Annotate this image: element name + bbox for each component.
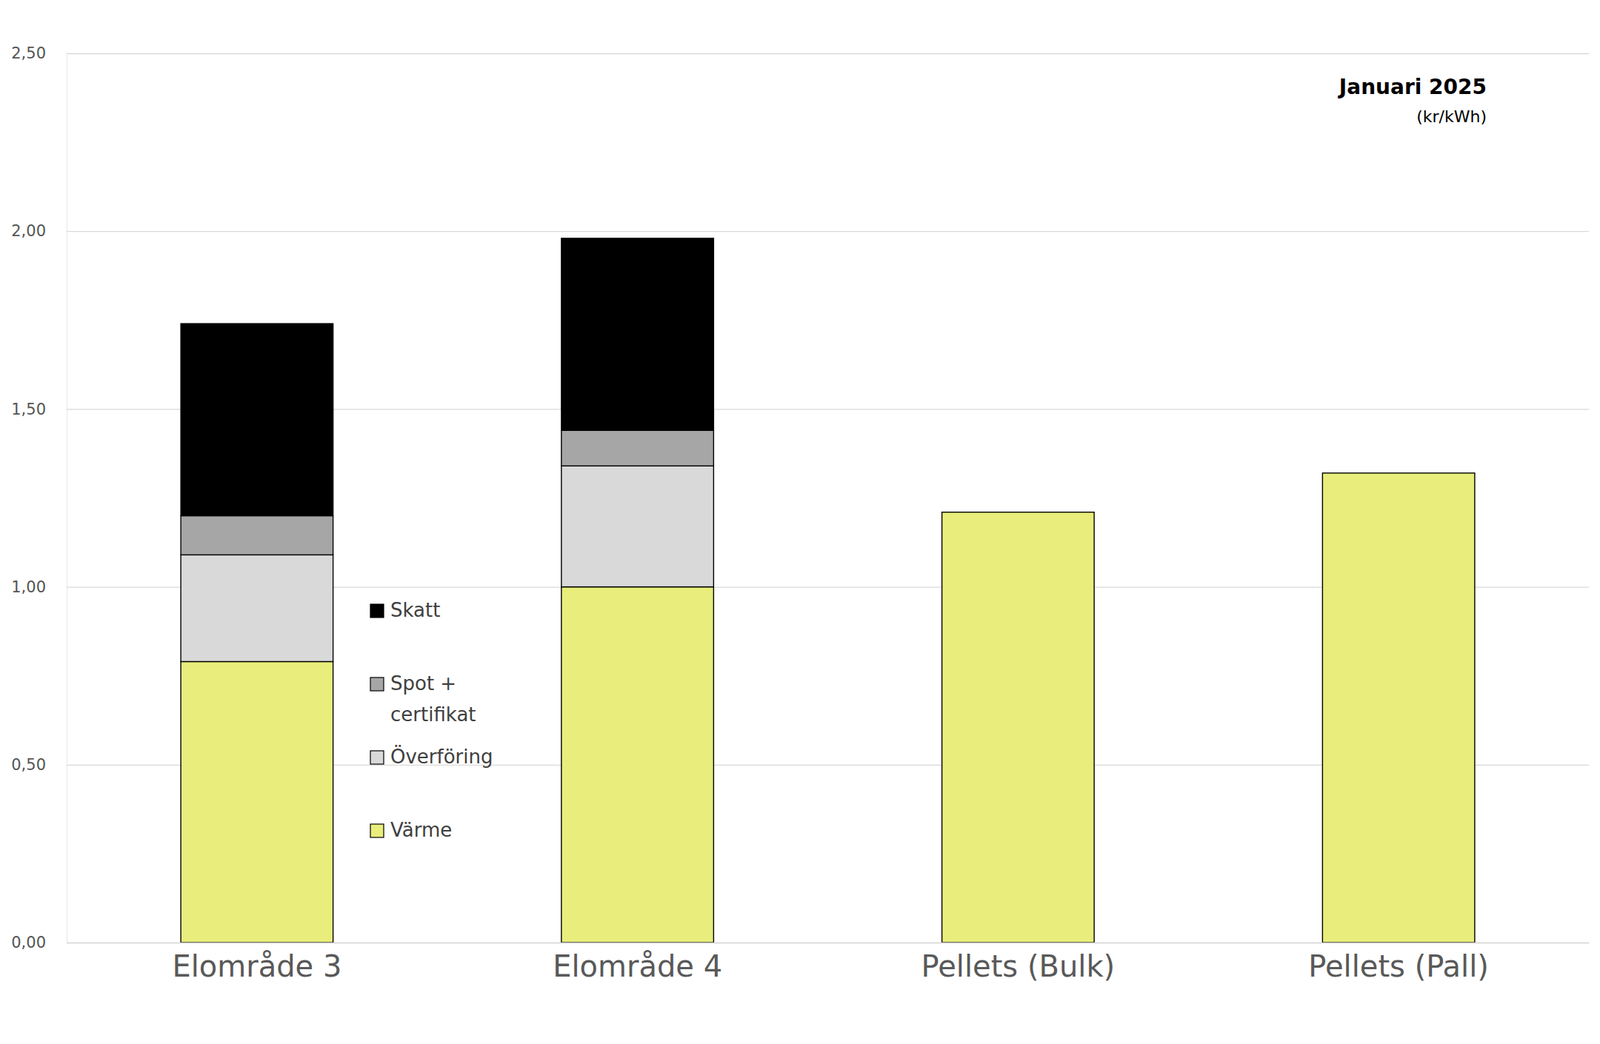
y-tick-label: 1,50 (11, 400, 46, 419)
bar-segment (561, 238, 715, 431)
x-tick-label: Pellets (Pall) (1308, 949, 1489, 984)
y-axis: 0,00 0,50 1,00 1,50 2,00 2,50 (11, 44, 1589, 952)
grid-line (66, 942, 1589, 944)
x-tick-label: Pellets (Bulk) (921, 949, 1116, 984)
x-tick: Pellets (Pall) (1308, 942, 1489, 984)
legend-item: Skatt (370, 599, 440, 622)
legend-label: Skatt (390, 599, 440, 622)
legend-item: Värme (370, 819, 452, 842)
y-axis-line (67, 54, 1590, 944)
legend-swatch (370, 604, 384, 618)
bar-segment (180, 323, 334, 516)
y-tick-label: 0,50 (11, 756, 46, 775)
legend-swatch (370, 751, 384, 765)
grid-line (66, 231, 1589, 232)
subtitle: (kr/kWh) (1416, 107, 1487, 126)
y-tick: 2,50 (11, 44, 1589, 63)
x-tick: Elområde 3 (171, 942, 342, 984)
y-tick: 2,00 (11, 222, 1589, 240)
grid-line (66, 53, 1589, 55)
x-tick: Pellets (Bulk) (921, 942, 1116, 984)
y-tick-label: 2,50 (11, 44, 46, 63)
x-tick: Elområde 4 (552, 942, 723, 984)
y-tick-label: 1,00 (11, 578, 46, 597)
legend-swatch (370, 824, 384, 838)
legend-swatch (370, 677, 384, 692)
y-tick-label: 0,00 (11, 934, 46, 952)
bar-segment (180, 661, 334, 943)
legend-item: Överföring (370, 745, 494, 769)
plot-area: 0,000,501,001,502,002,50Elområde 3Elområ… (11, 44, 1589, 984)
bar-segment (942, 512, 1095, 943)
legend-item: Spot +certifikat (370, 672, 477, 726)
bar-segment (180, 516, 334, 556)
legend: Skatt Spot +certifikat Överföring Värme (370, 599, 494, 842)
bar-segment (561, 465, 715, 587)
x-axis-line (67, 942, 1590, 944)
bar-segment (561, 430, 715, 466)
legend-label: Värme (390, 819, 452, 842)
x-axis: Elområde 3 Elområde 4 Pellets (Bulk) Pellet… (67, 942, 1590, 984)
y-tick-label: 2,00 (11, 222, 46, 240)
bar-segment (561, 587, 715, 943)
title: Januari 2025 (1337, 74, 1487, 100)
legend-label: Spot +certifikat (390, 672, 477, 726)
bars (180, 238, 1475, 943)
bar-segment (180, 554, 334, 662)
x-tick-label: Elområde 3 (171, 949, 342, 984)
x-tick-label: Elområde 4 (552, 949, 723, 984)
bar-segment (1322, 473, 1475, 943)
legend-label: Överföring (390, 745, 494, 769)
chart: 0,000,501,001,502,002,50Elområde 3Elområ… (0, 0, 1600, 1044)
